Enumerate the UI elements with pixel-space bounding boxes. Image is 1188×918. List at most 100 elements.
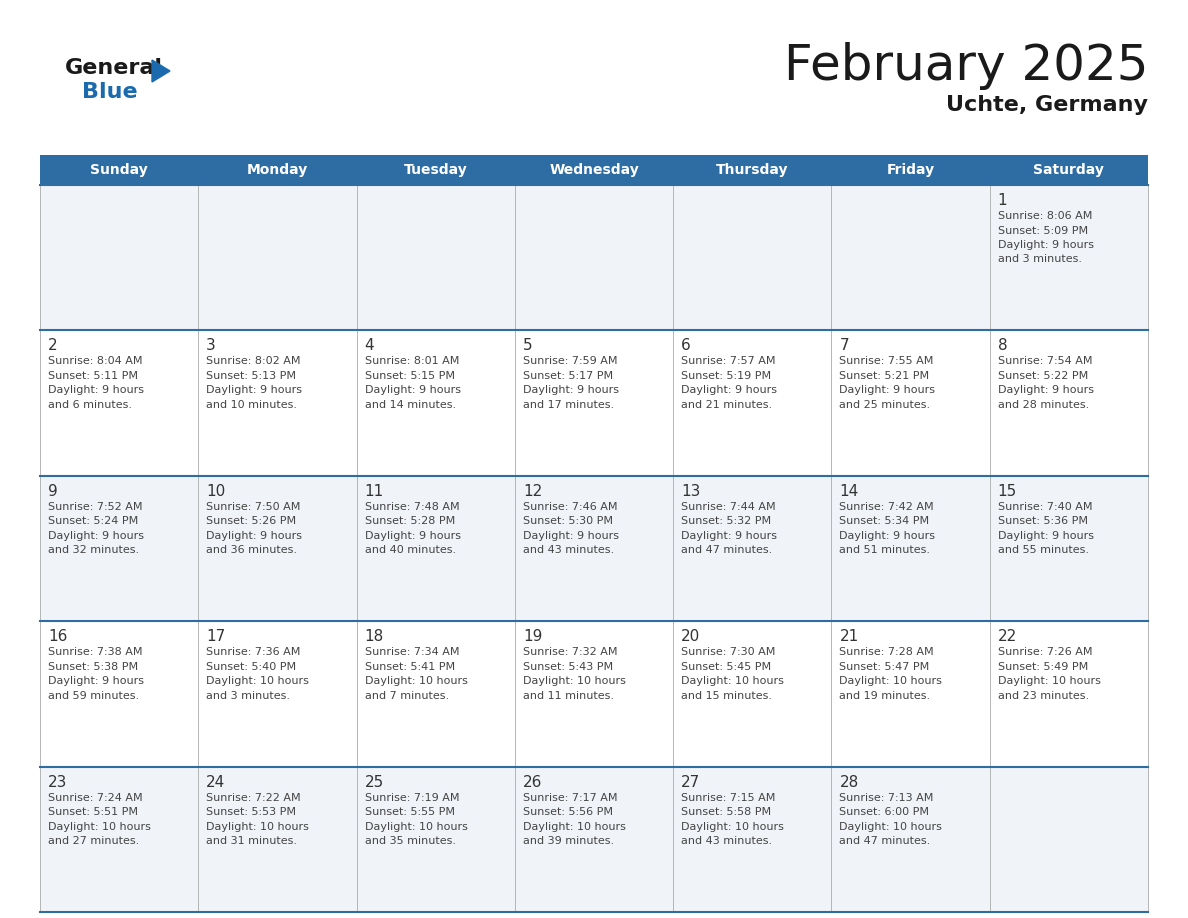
Text: and 43 minutes.: and 43 minutes. xyxy=(681,836,772,846)
Text: 6: 6 xyxy=(681,339,691,353)
Text: Daylight: 9 hours: Daylight: 9 hours xyxy=(681,386,777,396)
Text: Sunset: 5:13 PM: Sunset: 5:13 PM xyxy=(207,371,296,381)
Text: Daylight: 10 hours: Daylight: 10 hours xyxy=(48,822,151,832)
Text: Daylight: 9 hours: Daylight: 9 hours xyxy=(207,386,302,396)
Text: Sunrise: 7:34 AM: Sunrise: 7:34 AM xyxy=(365,647,459,657)
Text: Saturday: Saturday xyxy=(1034,163,1105,177)
Text: Sunset: 5:53 PM: Sunset: 5:53 PM xyxy=(207,807,296,817)
Text: Sunset: 5:36 PM: Sunset: 5:36 PM xyxy=(998,516,1088,526)
Text: Sunset: 6:00 PM: Sunset: 6:00 PM xyxy=(840,807,929,817)
Text: Sunset: 5:22 PM: Sunset: 5:22 PM xyxy=(998,371,1088,381)
Text: Sunset: 5:21 PM: Sunset: 5:21 PM xyxy=(840,371,929,381)
Text: Daylight: 9 hours: Daylight: 9 hours xyxy=(840,386,935,396)
Polygon shape xyxy=(152,60,170,82)
Text: 11: 11 xyxy=(365,484,384,498)
Text: 10: 10 xyxy=(207,484,226,498)
Text: Sunset: 5:49 PM: Sunset: 5:49 PM xyxy=(998,662,1088,672)
Text: 26: 26 xyxy=(523,775,542,789)
Text: and 40 minutes.: and 40 minutes. xyxy=(365,545,456,555)
Text: Daylight: 10 hours: Daylight: 10 hours xyxy=(681,677,784,686)
Text: Daylight: 10 hours: Daylight: 10 hours xyxy=(681,822,784,832)
Text: 5: 5 xyxy=(523,339,532,353)
Bar xyxy=(40,330,1148,476)
Text: Sunrise: 7:19 AM: Sunrise: 7:19 AM xyxy=(365,792,459,802)
Text: Sunset: 5:40 PM: Sunset: 5:40 PM xyxy=(207,662,297,672)
Text: 24: 24 xyxy=(207,775,226,789)
Text: Sunset: 5:38 PM: Sunset: 5:38 PM xyxy=(48,662,138,672)
Text: 14: 14 xyxy=(840,484,859,498)
Text: Sunset: 5:51 PM: Sunset: 5:51 PM xyxy=(48,807,138,817)
Text: Sunrise: 8:02 AM: Sunrise: 8:02 AM xyxy=(207,356,301,366)
Text: Sunset: 5:17 PM: Sunset: 5:17 PM xyxy=(523,371,613,381)
Text: and 21 minutes.: and 21 minutes. xyxy=(681,400,772,410)
Text: and 32 minutes.: and 32 minutes. xyxy=(48,545,139,555)
Text: Blue: Blue xyxy=(82,82,138,102)
Text: and 55 minutes.: and 55 minutes. xyxy=(998,545,1088,555)
Text: Sunrise: 7:54 AM: Sunrise: 7:54 AM xyxy=(998,356,1092,366)
Text: and 6 minutes.: and 6 minutes. xyxy=(48,400,132,410)
Text: and 7 minutes.: and 7 minutes. xyxy=(365,690,449,700)
Text: Sunrise: 7:57 AM: Sunrise: 7:57 AM xyxy=(681,356,776,366)
Text: 1: 1 xyxy=(998,193,1007,208)
Text: Thursday: Thursday xyxy=(716,163,789,177)
Text: Sunrise: 7:26 AM: Sunrise: 7:26 AM xyxy=(998,647,1092,657)
Text: and 14 minutes.: and 14 minutes. xyxy=(365,400,456,410)
Text: Uchte, Germany: Uchte, Germany xyxy=(946,95,1148,115)
Bar xyxy=(40,621,1148,767)
Text: and 28 minutes.: and 28 minutes. xyxy=(998,400,1089,410)
Text: Daylight: 9 hours: Daylight: 9 hours xyxy=(523,531,619,541)
Text: Sunrise: 7:15 AM: Sunrise: 7:15 AM xyxy=(681,792,776,802)
Text: Sunset: 5:24 PM: Sunset: 5:24 PM xyxy=(48,516,138,526)
Text: and 17 minutes.: and 17 minutes. xyxy=(523,400,614,410)
Text: Sunrise: 7:17 AM: Sunrise: 7:17 AM xyxy=(523,792,618,802)
Text: Sunset: 5:34 PM: Sunset: 5:34 PM xyxy=(840,516,929,526)
Text: 7: 7 xyxy=(840,339,849,353)
Text: Sunset: 5:11 PM: Sunset: 5:11 PM xyxy=(48,371,138,381)
Text: and 47 minutes.: and 47 minutes. xyxy=(681,545,772,555)
Text: Sunrise: 7:48 AM: Sunrise: 7:48 AM xyxy=(365,502,460,512)
Text: 4: 4 xyxy=(365,339,374,353)
Text: Daylight: 10 hours: Daylight: 10 hours xyxy=(840,822,942,832)
Text: Sunrise: 7:50 AM: Sunrise: 7:50 AM xyxy=(207,502,301,512)
Text: Daylight: 9 hours: Daylight: 9 hours xyxy=(998,531,1094,541)
Text: and 47 minutes.: and 47 minutes. xyxy=(840,836,930,846)
Text: 15: 15 xyxy=(998,484,1017,498)
Bar xyxy=(40,185,1148,330)
Text: and 59 minutes.: and 59 minutes. xyxy=(48,690,139,700)
Text: and 35 minutes.: and 35 minutes. xyxy=(365,836,455,846)
Text: 28: 28 xyxy=(840,775,859,789)
Bar xyxy=(40,476,1148,621)
Text: Sunrise: 7:42 AM: Sunrise: 7:42 AM xyxy=(840,502,934,512)
Text: Sunset: 5:58 PM: Sunset: 5:58 PM xyxy=(681,807,771,817)
Text: Sunrise: 7:59 AM: Sunrise: 7:59 AM xyxy=(523,356,618,366)
Text: Sunset: 5:45 PM: Sunset: 5:45 PM xyxy=(681,662,771,672)
Text: Daylight: 10 hours: Daylight: 10 hours xyxy=(365,822,467,832)
Text: 22: 22 xyxy=(998,629,1017,644)
Text: 19: 19 xyxy=(523,629,542,644)
Text: Sunset: 5:19 PM: Sunset: 5:19 PM xyxy=(681,371,771,381)
Text: 2: 2 xyxy=(48,339,58,353)
Text: Daylight: 9 hours: Daylight: 9 hours xyxy=(998,240,1094,250)
Text: 13: 13 xyxy=(681,484,701,498)
Text: Sunset: 5:26 PM: Sunset: 5:26 PM xyxy=(207,516,297,526)
Text: 9: 9 xyxy=(48,484,58,498)
Text: Daylight: 10 hours: Daylight: 10 hours xyxy=(365,677,467,686)
Text: Sunrise: 8:04 AM: Sunrise: 8:04 AM xyxy=(48,356,143,366)
Text: Sunset: 5:32 PM: Sunset: 5:32 PM xyxy=(681,516,771,526)
Text: Sunrise: 7:44 AM: Sunrise: 7:44 AM xyxy=(681,502,776,512)
Text: and 31 minutes.: and 31 minutes. xyxy=(207,836,297,846)
Text: General: General xyxy=(65,58,163,78)
Text: Sunday: Sunday xyxy=(90,163,148,177)
Text: and 3 minutes.: and 3 minutes. xyxy=(207,690,290,700)
Text: Daylight: 9 hours: Daylight: 9 hours xyxy=(365,386,461,396)
Text: Sunrise: 7:32 AM: Sunrise: 7:32 AM xyxy=(523,647,618,657)
Text: Daylight: 9 hours: Daylight: 9 hours xyxy=(840,531,935,541)
Text: Daylight: 10 hours: Daylight: 10 hours xyxy=(840,677,942,686)
Text: Tuesday: Tuesday xyxy=(404,163,468,177)
Text: Sunset: 5:30 PM: Sunset: 5:30 PM xyxy=(523,516,613,526)
Text: and 23 minutes.: and 23 minutes. xyxy=(998,690,1089,700)
Text: Sunset: 5:56 PM: Sunset: 5:56 PM xyxy=(523,807,613,817)
Text: Sunrise: 7:30 AM: Sunrise: 7:30 AM xyxy=(681,647,776,657)
Bar xyxy=(40,155,1148,185)
Text: Sunset: 5:43 PM: Sunset: 5:43 PM xyxy=(523,662,613,672)
